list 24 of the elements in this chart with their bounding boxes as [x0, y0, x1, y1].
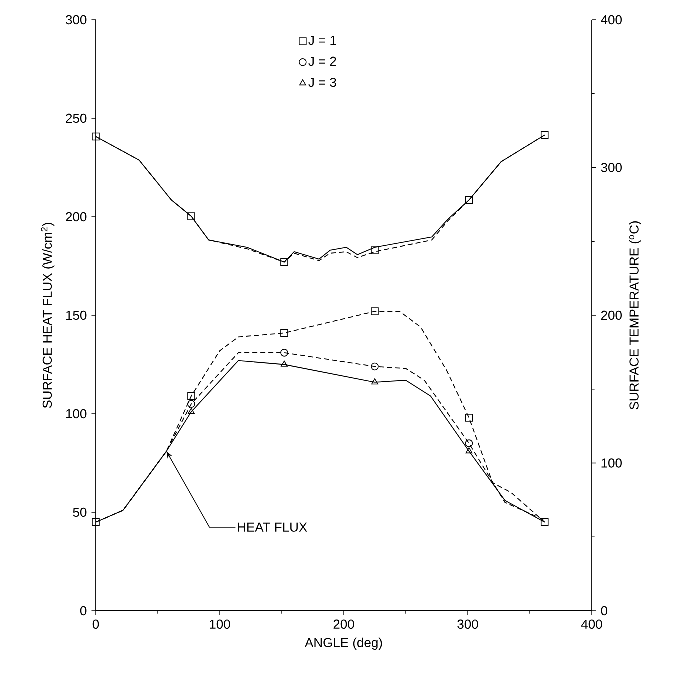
x-axis-title: ANGLE (deg) [305, 638, 382, 650]
y2-tick-label: 100 [602, 458, 622, 468]
x-tick-label: 200 [334, 620, 354, 630]
y2-tick-label: 400 [601, 15, 622, 25]
y-tick-label: 100 [66, 409, 87, 419]
y2-axis-title: SURFACE TEMPERATURE ($^{o}$C) [629, 222, 642, 410]
legend-label: J = 3 [308, 78, 336, 88]
y2-tick-label: 300 [601, 163, 622, 172]
x-tick-label: 0 [92, 620, 100, 630]
annotation: HEAT FLUX [238, 522, 308, 532]
x-tick-label: 100 [210, 620, 230, 630]
y-tick-label: 300 [66, 15, 87, 25]
y-tick-label: 0 [80, 606, 87, 616]
legend-label: J = 1 [308, 36, 336, 46]
y-tick-label: 250 [66, 114, 87, 124]
x-tick-label: 400 [581, 620, 602, 630]
y2-tick-label: 200 [601, 310, 622, 320]
y-tick-label: 200 [66, 212, 87, 222]
y-axis-title: SURFACE HEAT FLUX (W/cm$^{2}$) [41, 223, 55, 408]
y-tick-label: 50 [73, 508, 87, 518]
y-tick-label: 150 [66, 310, 87, 320]
x-tick-label: 300 [458, 620, 478, 630]
y2-tick-label: 0 [601, 606, 608, 616]
legend-label: J = 2 [308, 56, 336, 66]
